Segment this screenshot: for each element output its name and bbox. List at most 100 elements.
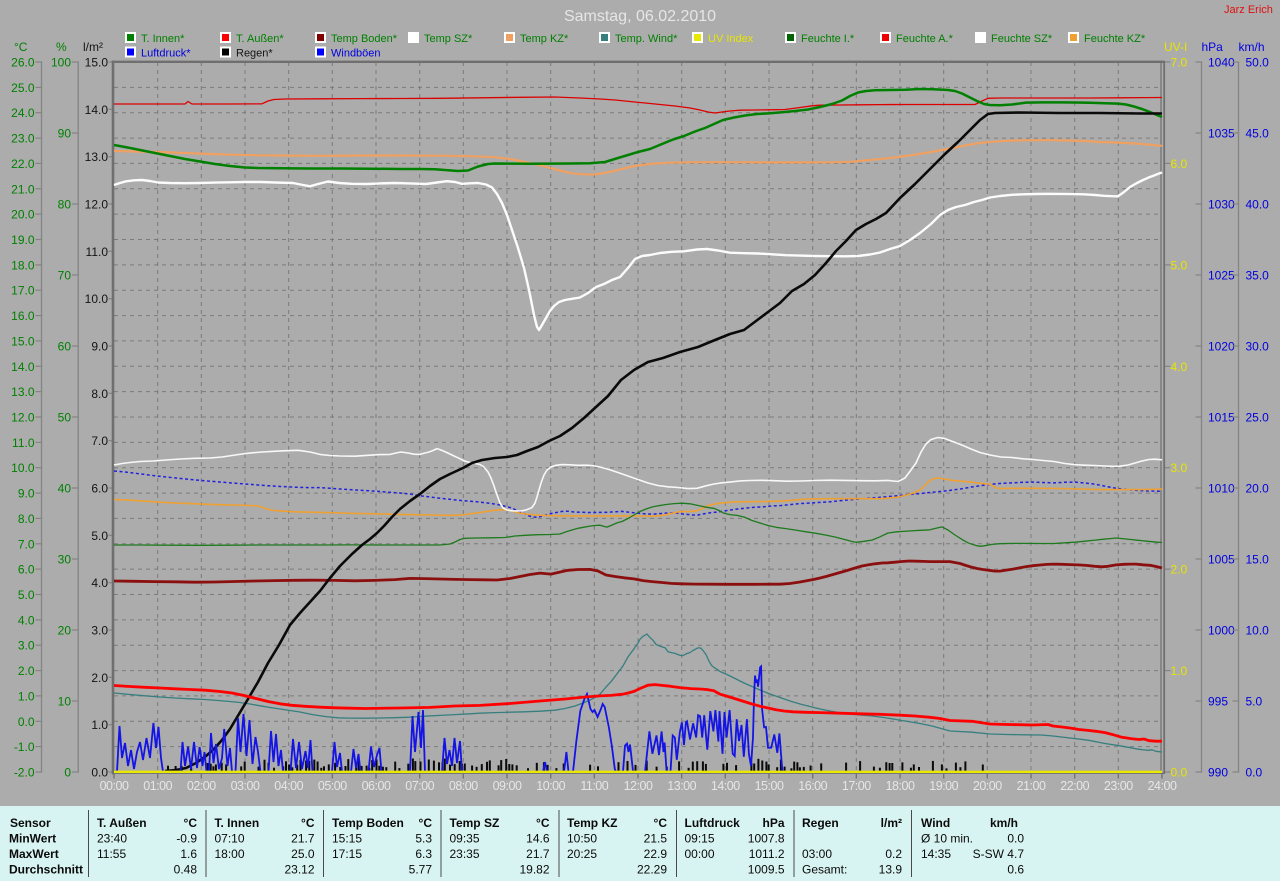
svg-text:14.0: 14.0 bbox=[11, 360, 35, 374]
svg-text:10.0: 10.0 bbox=[85, 292, 109, 306]
svg-text:1.0: 1.0 bbox=[1171, 664, 1188, 678]
svg-text:15.0: 15.0 bbox=[85, 56, 109, 70]
svg-text:00:00: 00:00 bbox=[100, 779, 129, 793]
svg-text:-1.0: -1.0 bbox=[14, 740, 35, 754]
svg-text:Luftdruck*: Luftdruck* bbox=[141, 48, 191, 60]
svg-text:24:00: 24:00 bbox=[1148, 779, 1177, 793]
svg-text:26.0: 26.0 bbox=[11, 56, 35, 70]
svg-text:25.0: 25.0 bbox=[1246, 411, 1270, 425]
svg-text:23.0: 23.0 bbox=[11, 132, 35, 146]
svg-text:0.6: 0.6 bbox=[1007, 863, 1024, 877]
svg-text:10: 10 bbox=[58, 695, 72, 709]
svg-text:Temp SZ: Temp SZ bbox=[450, 816, 500, 830]
svg-text:21:00: 21:00 bbox=[1017, 779, 1046, 793]
svg-text:S-SW 4.7: S-SW 4.7 bbox=[973, 847, 1025, 861]
svg-text:21.0: 21.0 bbox=[11, 182, 35, 196]
svg-text:Temp KZ*: Temp KZ* bbox=[520, 33, 569, 45]
svg-text:19.0: 19.0 bbox=[11, 233, 35, 247]
svg-text:02:00: 02:00 bbox=[187, 779, 216, 793]
svg-text:14.0: 14.0 bbox=[85, 103, 109, 117]
svg-text:km/h: km/h bbox=[990, 816, 1018, 830]
svg-text:-2.0: -2.0 bbox=[14, 766, 35, 780]
svg-text:14:35: 14:35 bbox=[921, 847, 951, 861]
svg-text:Windböen: Windböen bbox=[331, 48, 381, 60]
svg-text:15.0: 15.0 bbox=[1246, 553, 1270, 567]
svg-text:UV-I: UV-I bbox=[1164, 40, 1187, 54]
svg-text:1.6: 1.6 bbox=[180, 847, 197, 861]
svg-text:6.0: 6.0 bbox=[91, 482, 108, 496]
svg-text:3.0: 3.0 bbox=[91, 624, 108, 638]
svg-text:22.0: 22.0 bbox=[11, 157, 35, 171]
svg-text:17:00: 17:00 bbox=[842, 779, 871, 793]
svg-text:14:00: 14:00 bbox=[711, 779, 740, 793]
svg-text:19.82: 19.82 bbox=[519, 863, 549, 877]
svg-text:km/h: km/h bbox=[1239, 40, 1265, 54]
svg-text:5.0: 5.0 bbox=[91, 529, 108, 543]
svg-text:24.0: 24.0 bbox=[11, 106, 35, 120]
svg-text:2.0: 2.0 bbox=[18, 664, 35, 678]
svg-text:0.0: 0.0 bbox=[1246, 766, 1263, 780]
svg-text:T. Innen: T. Innen bbox=[215, 816, 260, 830]
svg-text:0: 0 bbox=[64, 766, 71, 780]
svg-text:25.0: 25.0 bbox=[291, 847, 315, 861]
svg-text:Temp. Wind*: Temp. Wind* bbox=[615, 33, 678, 45]
svg-text:5.3: 5.3 bbox=[415, 832, 432, 846]
svg-text:°C: °C bbox=[14, 40, 28, 54]
svg-text:12.0: 12.0 bbox=[85, 198, 109, 212]
svg-text:14.6: 14.6 bbox=[526, 832, 550, 846]
svg-text:°C: °C bbox=[419, 816, 433, 830]
svg-text:40.0: 40.0 bbox=[1246, 198, 1270, 212]
svg-text:16:00: 16:00 bbox=[798, 779, 827, 793]
svg-text:l/m²: l/m² bbox=[83, 40, 103, 54]
svg-text:6.0: 6.0 bbox=[18, 563, 35, 577]
svg-text:8.0: 8.0 bbox=[91, 387, 108, 401]
svg-text:30: 30 bbox=[58, 553, 72, 567]
svg-text:13:00: 13:00 bbox=[667, 779, 696, 793]
svg-text:13.0: 13.0 bbox=[11, 385, 35, 399]
svg-text:3.0: 3.0 bbox=[18, 639, 35, 653]
svg-text:3.0: 3.0 bbox=[1171, 461, 1188, 475]
svg-text:20.0: 20.0 bbox=[1246, 482, 1270, 496]
svg-text:18:00: 18:00 bbox=[215, 847, 245, 861]
svg-text:19:00: 19:00 bbox=[929, 779, 958, 793]
svg-text:2.0: 2.0 bbox=[91, 671, 108, 685]
svg-text:20:00: 20:00 bbox=[973, 779, 1002, 793]
svg-text:Feuchte I.*: Feuchte I.* bbox=[801, 33, 855, 45]
svg-text:1005: 1005 bbox=[1208, 553, 1235, 567]
svg-text:Durchschnitt: Durchschnitt bbox=[9, 863, 83, 877]
svg-text:5.0: 5.0 bbox=[1171, 258, 1188, 272]
svg-text:45.0: 45.0 bbox=[1246, 127, 1270, 141]
svg-text:-0.9: -0.9 bbox=[176, 832, 197, 846]
svg-text:17:15: 17:15 bbox=[332, 847, 362, 861]
svg-text:0.0: 0.0 bbox=[18, 715, 35, 729]
svg-text:7.0: 7.0 bbox=[1171, 56, 1188, 70]
svg-text:21.7: 21.7 bbox=[291, 832, 315, 846]
svg-text:07:10: 07:10 bbox=[215, 832, 245, 846]
svg-text:1015: 1015 bbox=[1208, 411, 1235, 425]
svg-text:21.7: 21.7 bbox=[526, 847, 550, 861]
svg-text:22.29: 22.29 bbox=[637, 863, 667, 877]
svg-text:0.0: 0.0 bbox=[91, 766, 108, 780]
svg-text:4.0: 4.0 bbox=[18, 613, 35, 627]
svg-text:1007.8: 1007.8 bbox=[748, 832, 785, 846]
svg-text:100: 100 bbox=[51, 56, 71, 70]
svg-text:Ø 10 min.: Ø 10 min. bbox=[921, 832, 973, 846]
svg-text:35.0: 35.0 bbox=[1246, 269, 1270, 283]
svg-text:06:00: 06:00 bbox=[362, 779, 391, 793]
svg-text:12:00: 12:00 bbox=[624, 779, 653, 793]
svg-text:13.9: 13.9 bbox=[879, 863, 903, 877]
svg-text:hPa: hPa bbox=[1202, 40, 1224, 54]
svg-text:11.0: 11.0 bbox=[86, 245, 109, 259]
svg-text:1000: 1000 bbox=[1208, 624, 1235, 638]
svg-text:1010: 1010 bbox=[1208, 482, 1235, 496]
svg-text:4.0: 4.0 bbox=[1171, 360, 1188, 374]
svg-text:25.0: 25.0 bbox=[11, 81, 35, 95]
svg-text:15.0: 15.0 bbox=[11, 334, 35, 348]
svg-text:09:35: 09:35 bbox=[450, 832, 480, 846]
svg-text:Temp SZ*: Temp SZ* bbox=[424, 33, 473, 45]
svg-text:12.0: 12.0 bbox=[11, 411, 35, 425]
svg-text:T. Außen*: T. Außen* bbox=[236, 33, 284, 45]
svg-text:70: 70 bbox=[58, 269, 72, 283]
svg-text:°C: °C bbox=[184, 816, 198, 830]
svg-text:1009.5: 1009.5 bbox=[748, 863, 785, 877]
